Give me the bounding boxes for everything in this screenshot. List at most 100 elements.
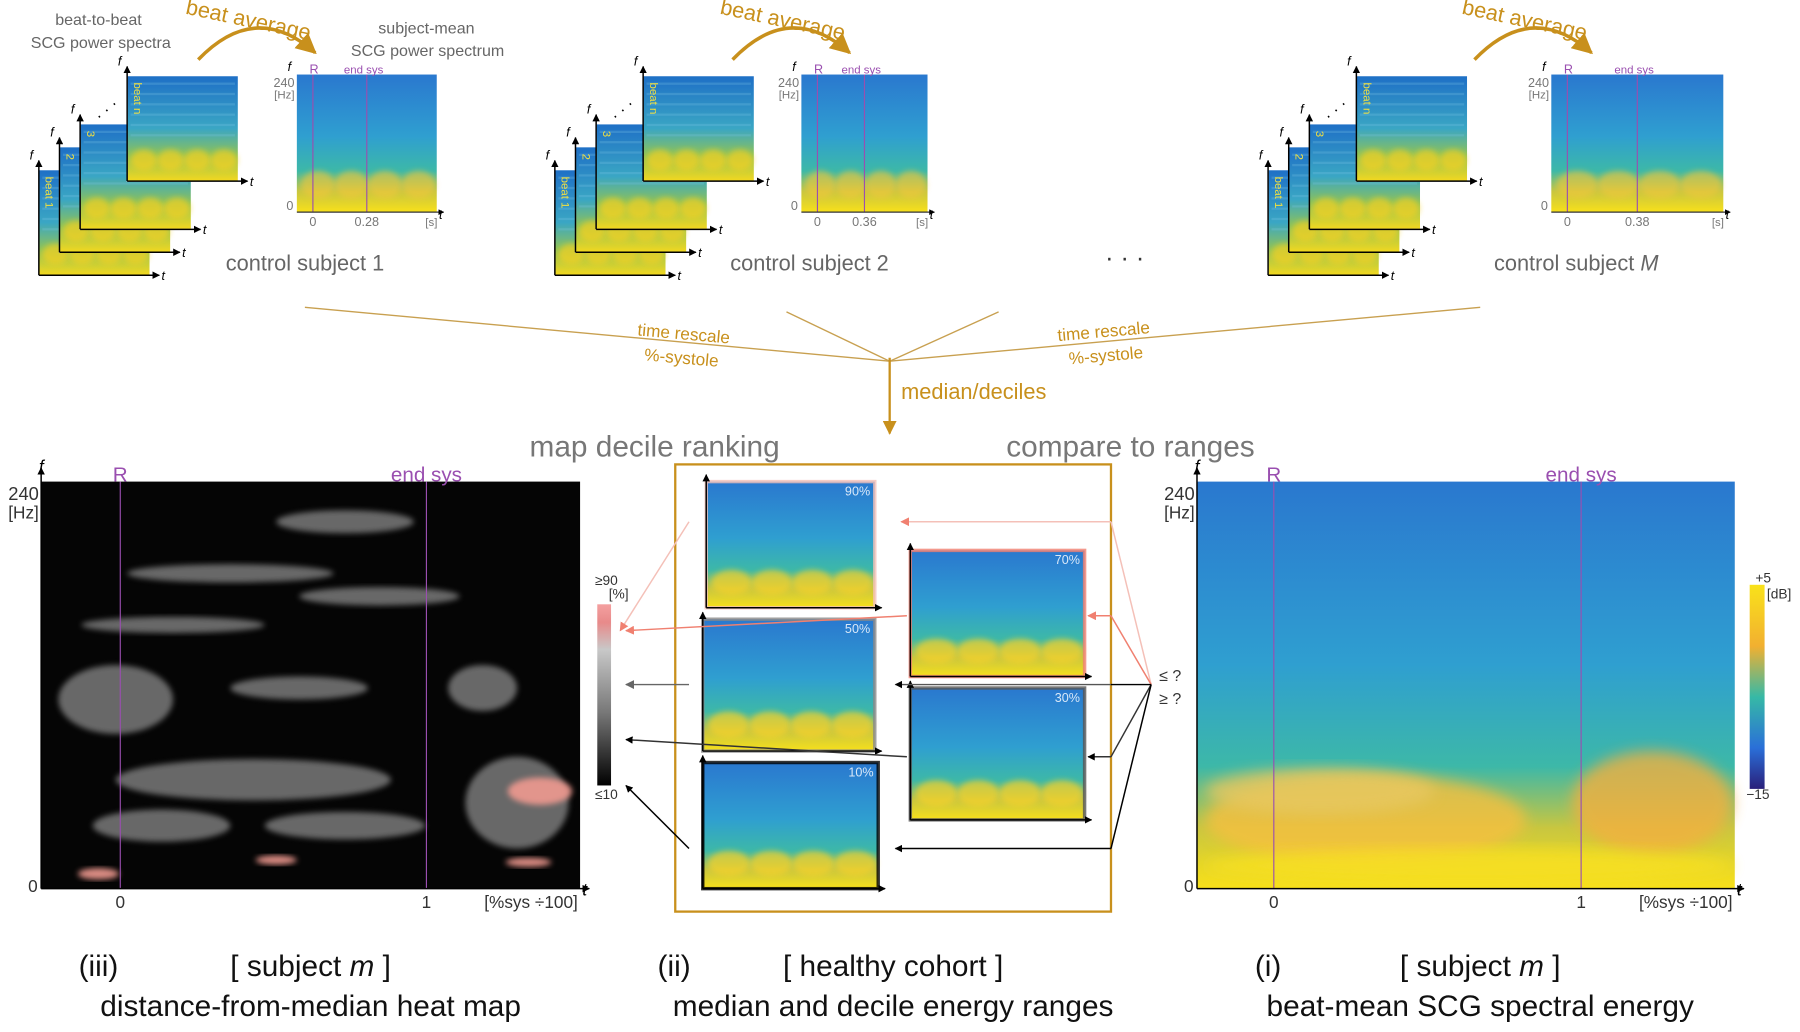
axis-label: t: [1391, 269, 1395, 283]
beat-label: beat n: [131, 83, 143, 115]
axis-label: 240: [274, 76, 295, 90]
spectrum-texture: [1205, 768, 1435, 815]
spectrum-texture: [1366, 197, 1393, 219]
ellipsis: · · ·: [1320, 95, 1351, 125]
axis-label: R: [814, 62, 823, 76]
axis-label: 0: [1541, 199, 1548, 213]
axis-label: 0: [814, 215, 821, 229]
beat-label: 2: [63, 154, 75, 160]
caption-tag: [ subject m ]: [230, 950, 391, 983]
beat-label: beat n: [1360, 83, 1372, 115]
axis-label: end sys: [1546, 464, 1617, 487]
colorbar-label: −15: [1746, 787, 1770, 802]
axis-label: t: [182, 246, 186, 260]
caption-text: beat-mean SCG spectral energy: [1267, 990, 1694, 1023]
spectrum-texture: [163, 197, 191, 219]
axis-label: f: [1279, 125, 1284, 139]
spectrum-texture: [1359, 92, 1465, 96]
spectrum-texture: [1359, 149, 1387, 171]
colorbar-label: ≥90: [595, 573, 618, 588]
spectrum-texture: [865, 170, 896, 199]
spectrum-texture: [1597, 170, 1640, 199]
flow-label: time rescale: [637, 319, 731, 347]
spectrum-texture: [599, 182, 704, 185]
spectrum-texture: [1339, 197, 1367, 219]
heat-texture: [507, 777, 573, 805]
section-title: compare to ranges: [1006, 430, 1254, 463]
spectrum-texture: [1439, 149, 1467, 171]
connector: [889, 311, 999, 362]
axis-label: R: [113, 464, 128, 487]
colorbar: [597, 604, 612, 786]
axis-label: R: [1266, 464, 1281, 487]
decile-label: 90%: [845, 484, 870, 498]
spectrum-texture: [130, 123, 235, 127]
connector: [786, 311, 890, 362]
axis-label: 0.36: [852, 215, 877, 229]
axis-label: f: [1300, 103, 1305, 117]
axis-label: end sys: [1614, 64, 1654, 76]
axis-label: f: [587, 103, 592, 117]
spectrum-texture: [130, 149, 158, 171]
axis-label: end sys: [391, 464, 462, 487]
axis-label: 0: [115, 892, 125, 912]
beat-average: beat average: [184, 0, 313, 45]
axis-label: f: [566, 125, 571, 139]
spectrum-texture: [751, 569, 793, 596]
spectrum-texture: [711, 569, 752, 596]
caption-tag-var: m: [350, 950, 375, 983]
connector: [889, 306, 1481, 362]
beat-label: beat 1: [43, 177, 55, 209]
legend-beats: beat-to-beat: [55, 11, 142, 29]
axis-label: f: [1542, 60, 1547, 74]
spectrum-texture: [301, 170, 335, 199]
axis-label: 0.28: [355, 215, 380, 229]
axis-label: [Hz]: [779, 90, 799, 102]
flow-label: %-systole: [1068, 342, 1144, 368]
spectrum-texture: [136, 197, 164, 219]
legend-mean: SCG power spectrum: [351, 42, 504, 60]
caption-number: (ii): [658, 950, 691, 983]
spectrum-texture: [599, 197, 627, 219]
average-arrow: [1473, 26, 1593, 61]
axis-label: f: [1347, 54, 1352, 68]
spectrum-texture: [646, 82, 751, 85]
connector: [625, 736, 907, 758]
beat-label: beat 1: [1272, 177, 1284, 209]
decile-label: 10%: [848, 765, 873, 779]
beat-average: beat average: [718, 0, 847, 45]
axis-label: t: [203, 223, 207, 237]
section-title: map decile ranking: [530, 430, 780, 463]
spectrum-texture: [130, 82, 235, 85]
spectrum-texture: [1413, 149, 1440, 171]
spectrum-texture: [646, 113, 751, 116]
ellipsis: · · ·: [607, 95, 638, 125]
beat-label: 2: [1293, 154, 1305, 160]
axis-label: t: [766, 175, 770, 189]
connector: [1110, 684, 1152, 758]
spectrum-texture: [1392, 197, 1420, 219]
spectrum-texture: [805, 170, 836, 199]
axis-label: [Hz]: [1529, 90, 1549, 102]
axis-label: f: [118, 54, 123, 68]
axis-label: f: [30, 148, 35, 162]
caption-tag-var: m: [1519, 950, 1544, 983]
connector: [1110, 684, 1152, 849]
axis-label: 0: [1269, 892, 1279, 912]
compare-label: ≤ ?: [1159, 667, 1181, 685]
caption-number: (i): [1255, 950, 1281, 983]
spectrum-texture: [1041, 780, 1083, 807]
axis-label: [Hz]: [1164, 502, 1195, 522]
caption-number: (iii): [79, 950, 119, 983]
spectrum-texture: [1359, 82, 1465, 85]
spectrum-texture: [1312, 182, 1418, 185]
subject-label: control subject 1: [226, 251, 385, 276]
flow-label: time rescale: [1057, 317, 1151, 345]
axis-label: t: [678, 269, 682, 283]
spectrum-texture: [646, 92, 751, 96]
average-arrow: [197, 26, 317, 61]
heat-texture: [505, 857, 552, 867]
axis-label: [%sys ÷100]: [1639, 892, 1732, 912]
spectrum-texture: [183, 149, 211, 171]
connector: [625, 784, 690, 850]
